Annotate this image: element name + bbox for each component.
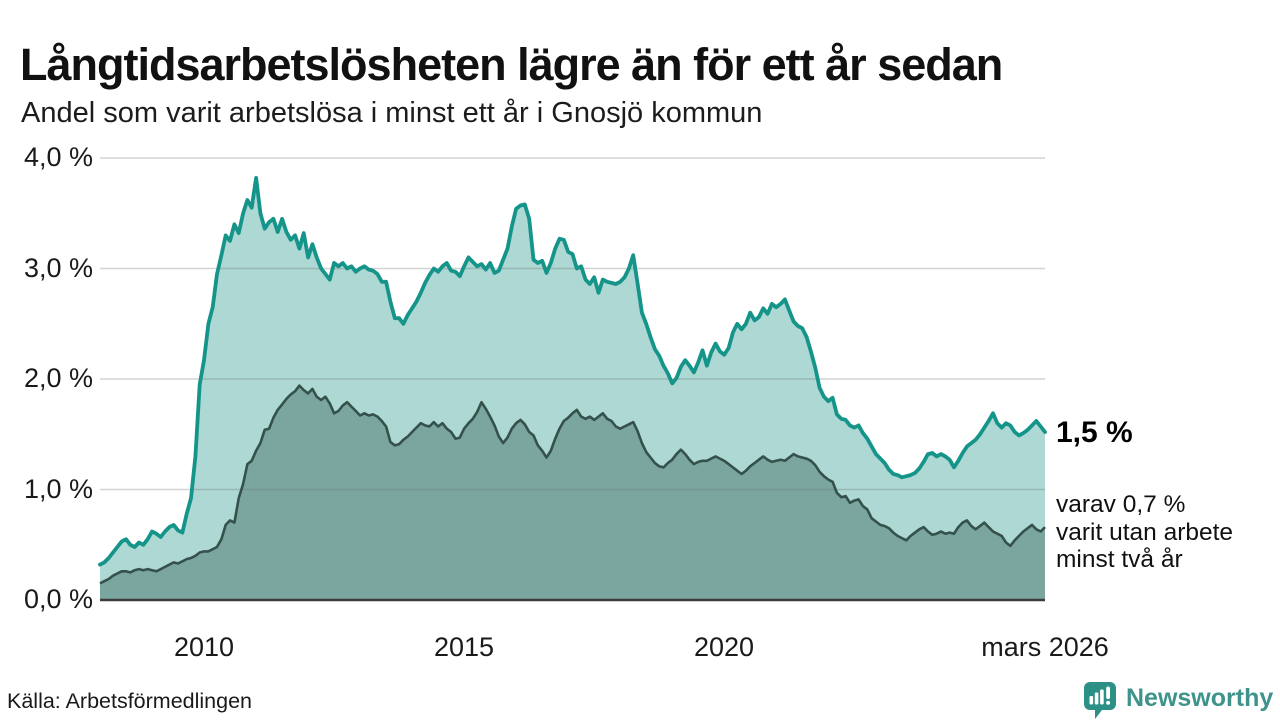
source-credit: Källa: Arbetsförmedlingen: [7, 689, 253, 713]
y-axis-tick-label: 0,0 %: [23, 584, 93, 614]
series2-annotation: varav 0,7 % varit utan arbete minst två …: [1056, 491, 1233, 574]
y-axis-tick-label: 3,0 %: [23, 253, 93, 283]
unemployment-area-chart: [98, 157, 1047, 602]
x-axis-tick-label: 2020: [693, 632, 755, 662]
chart-subtitle: Andel som varit arbetslösa i minst ett å…: [21, 97, 763, 129]
x-axis-tick-label: mars 2026: [981, 632, 1109, 662]
annotation-line: minst två år: [1056, 546, 1183, 573]
y-axis-tick-label: 2,0 %: [23, 363, 93, 393]
x-axis-tick-label: 2015: [433, 632, 495, 662]
newsworthy-logo-text: Newsworthy: [1126, 684, 1274, 712]
series-end-value-label: 1,5 %: [1056, 416, 1133, 449]
y-axis-tick-label: 1,0 %: [23, 474, 93, 504]
annotation-line: varit utan arbete: [1056, 518, 1234, 546]
annotation-line: varav 0,7 %: [1056, 491, 1186, 518]
x-axis-tick-label: 2010: [173, 632, 235, 662]
newsworthy-logo: Newsworthy: [1083, 681, 1273, 719]
newsworthy-bubble-chart-icon: [1083, 681, 1117, 724]
y-axis-tick-label: 4,0 %: [23, 142, 93, 172]
page-title: Långtidsarbetslösheten lägre än för ett …: [20, 39, 1003, 91]
